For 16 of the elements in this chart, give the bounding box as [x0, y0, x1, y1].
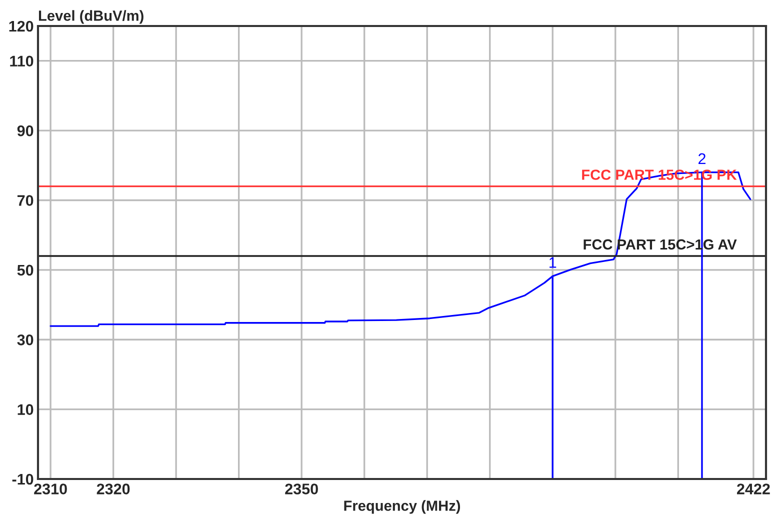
annotation: 1: [550, 257, 556, 268]
x-tick-label: 2310: [34, 484, 67, 494]
y-tick-label: 50: [17, 264, 34, 276]
y-tick-label: 110: [10, 56, 34, 67]
x-tick-label: 2350: [285, 484, 318, 494]
x-tick-label: 2422: [736, 484, 770, 494]
y-tick-label: 90: [17, 125, 34, 136]
x-tick-label: 2320: [96, 484, 130, 494]
y-tick-label: -10: [12, 474, 34, 485]
y-axis-title: Level (dBuV/m): [38, 10, 144, 24]
annotation: 2: [698, 153, 706, 164]
x-axis-title: Frequency (MHz): [344, 500, 460, 514]
y-tick-label: 120: [9, 20, 34, 32]
y-tick-label: 30: [17, 334, 34, 346]
y-tick-label: 70: [18, 195, 34, 206]
y-tick-label: 10: [18, 404, 34, 415]
